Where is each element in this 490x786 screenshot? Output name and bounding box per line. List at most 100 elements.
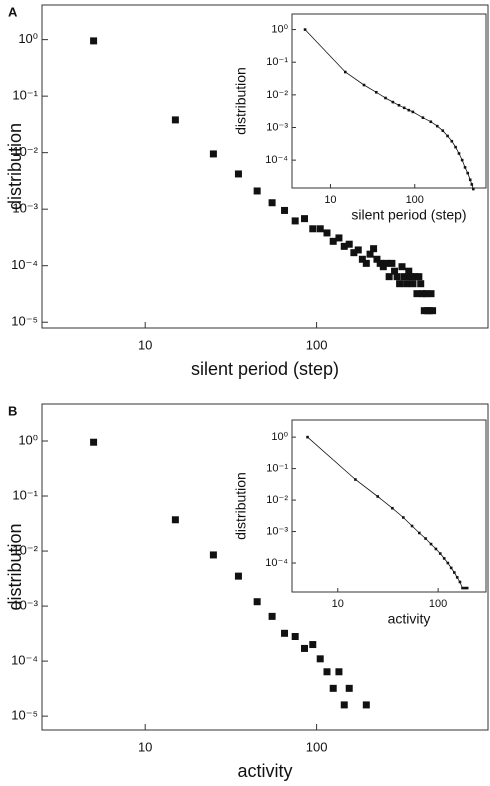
y-tick-label: 10⁻⁵ — [11, 314, 38, 329]
data-point — [300, 644, 308, 652]
data-point — [413, 290, 421, 298]
data-point — [306, 435, 309, 439]
y-tick-label: 10⁻⁴ — [265, 154, 288, 166]
data-point — [362, 259, 370, 267]
data-point — [340, 242, 348, 250]
data-point — [429, 120, 433, 124]
data-point — [450, 139, 454, 143]
data-point — [366, 250, 374, 258]
y-tick-label: 10⁻² — [12, 144, 38, 159]
y-tick-label: 10⁰ — [271, 23, 288, 35]
x-tick-label: 100 — [306, 337, 328, 352]
x-axis-label: activity — [388, 611, 431, 627]
data-point — [268, 612, 276, 620]
x-tick-label: 10 — [138, 739, 152, 754]
data-point — [424, 537, 427, 540]
data-point — [281, 629, 289, 637]
data-point — [323, 668, 331, 676]
data-point — [376, 495, 379, 498]
x-tick-label: 100 — [429, 598, 447, 610]
y-tick-label: 10⁰ — [271, 431, 288, 443]
y-tick-label: 10⁻⁴ — [11, 257, 38, 272]
data-point — [323, 229, 331, 237]
x-tick-label: 10 — [324, 194, 336, 206]
data-point — [316, 225, 324, 233]
data-point — [453, 571, 456, 574]
data-point — [354, 478, 357, 481]
data-point — [427, 290, 435, 298]
data-point — [329, 684, 337, 692]
data-point — [438, 552, 442, 555]
data-point — [461, 586, 464, 590]
data-point — [442, 557, 446, 560]
panel-label: A — [8, 4, 18, 19]
data-point — [407, 108, 411, 112]
x-axis-label: silent period (step) — [351, 207, 466, 223]
x-tick-label: 10 — [332, 598, 344, 610]
data-point — [388, 259, 396, 267]
data-point — [418, 531, 421, 535]
data-point — [396, 280, 404, 288]
data-point — [400, 273, 408, 281]
data-point — [171, 516, 179, 524]
data-point — [435, 124, 439, 128]
data-point — [373, 255, 381, 263]
data-point — [409, 280, 417, 288]
data-point — [393, 273, 401, 281]
y-tick-label: 10⁻³ — [12, 201, 38, 216]
data-point — [470, 183, 474, 186]
x-axis-label: activity — [237, 761, 292, 781]
data-point — [234, 170, 242, 178]
y-tick-label: 10⁻³ — [266, 525, 288, 537]
y-tick-label: 10⁻² — [12, 542, 38, 557]
y-tick-label: 10⁻⁴ — [265, 557, 288, 569]
data-point — [434, 547, 438, 551]
data-point — [350, 249, 358, 257]
data-point — [291, 217, 299, 225]
data-point — [468, 178, 472, 182]
data-point — [384, 96, 387, 100]
data-point — [446, 134, 449, 138]
data-point — [316, 655, 324, 663]
data-point — [291, 633, 299, 641]
y-tick-label: 10⁰ — [18, 432, 38, 447]
y-tick-label: 10⁻³ — [12, 598, 38, 613]
data-point — [391, 100, 395, 104]
data-point — [415, 273, 423, 281]
data-point — [329, 237, 337, 245]
data-point — [463, 586, 467, 590]
data-point — [402, 516, 405, 519]
data-point — [370, 245, 378, 253]
data-point — [419, 290, 427, 298]
data-point — [403, 280, 411, 288]
data-point — [454, 145, 457, 149]
data-point — [340, 701, 348, 709]
data-point — [391, 267, 399, 275]
data-point — [460, 158, 464, 162]
data-point — [429, 307, 437, 315]
x-tick-label: 100 — [306, 739, 328, 754]
data-point — [309, 225, 317, 233]
data-point — [466, 171, 470, 175]
y-axis-label: distribution — [5, 123, 25, 210]
plot-frame — [41, 403, 489, 731]
y-tick-label: 10⁻¹ — [266, 463, 288, 475]
data-point — [300, 215, 308, 223]
data-point — [457, 152, 461, 155]
data-point — [441, 129, 445, 132]
data-point — [465, 586, 469, 590]
y-tick-label: 10⁻² — [266, 494, 288, 506]
data-point — [449, 566, 453, 570]
data-point — [397, 103, 401, 107]
x-tick-label: 10 — [138, 337, 152, 352]
data-point — [391, 506, 394, 510]
data-point — [362, 83, 366, 87]
data-point — [417, 280, 425, 288]
data-point — [90, 438, 98, 446]
y-axis-label: distribution — [233, 67, 249, 135]
data-point — [303, 28, 307, 31]
y-tick-label: 10⁻¹ — [266, 56, 288, 68]
y-tick-label: 10⁻² — [266, 89, 288, 101]
data-point — [375, 90, 378, 94]
data-point — [209, 150, 217, 158]
